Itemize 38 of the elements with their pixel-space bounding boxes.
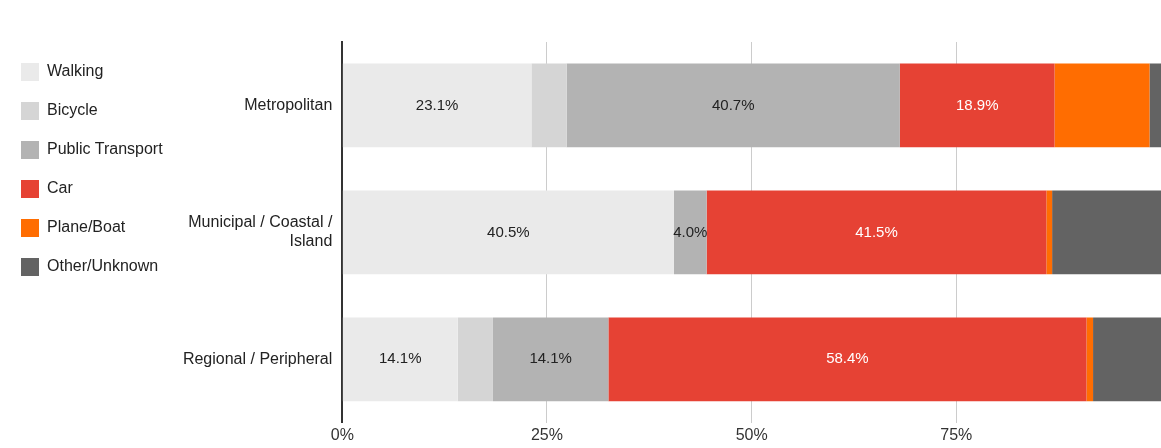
bar xyxy=(673,190,707,275)
data-label: 14.1% xyxy=(379,349,422,367)
bar xyxy=(1054,63,1150,148)
data-label: 40.7% xyxy=(711,95,755,113)
bar xyxy=(1052,190,1161,275)
data-label: 18.9% xyxy=(955,95,999,113)
data-label: 58.4% xyxy=(826,349,869,367)
bar xyxy=(342,317,458,402)
legend-label: Other/Unknown xyxy=(47,257,159,275)
x-tick-label: 25% xyxy=(530,425,564,443)
bar xyxy=(1086,317,1094,402)
legend-label: Public Transport xyxy=(47,140,164,158)
legend-label: Bicycle xyxy=(47,101,98,119)
bar xyxy=(1093,317,1161,402)
data-label: 14.1% xyxy=(529,349,572,367)
bar xyxy=(1149,63,1161,148)
x-tick-label: 75% xyxy=(940,425,973,443)
y-tick-label: Metropolitan xyxy=(244,95,333,113)
bar xyxy=(342,190,674,275)
bar xyxy=(457,317,493,402)
data-label: 23.1% xyxy=(415,95,459,113)
bar xyxy=(608,317,1087,402)
bar xyxy=(1046,190,1053,275)
data-label: 40.5% xyxy=(487,222,530,240)
bar xyxy=(899,63,1055,148)
data-label: 4.0% xyxy=(673,222,708,240)
bar xyxy=(566,63,900,148)
bar xyxy=(706,190,1047,275)
x-tick-label: 50% xyxy=(735,425,768,443)
x-tick-label: 0% xyxy=(330,425,354,443)
legend-label: Plane/Boat xyxy=(47,218,126,236)
legend-label: Car xyxy=(47,179,74,197)
bar xyxy=(492,317,609,402)
bar xyxy=(342,63,532,148)
y-tick-label: Regional / Peripheral xyxy=(182,349,333,367)
y-tick-label: Municipal / Coastal / Island xyxy=(188,213,333,250)
data-label: 41.5% xyxy=(855,222,898,240)
legend-label: Walking xyxy=(47,62,104,80)
